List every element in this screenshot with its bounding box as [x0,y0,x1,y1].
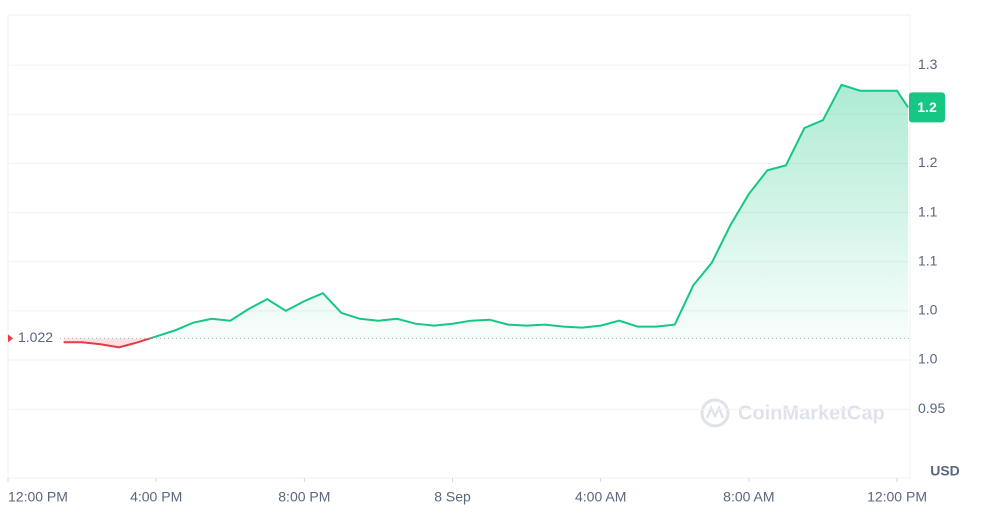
y-tick-label: 0.95 [918,400,945,416]
x-tick-label: 12:00 PM [867,489,927,505]
y-tick-label: 1.1 [918,203,938,219]
baseline-label-bg [14,328,58,349]
y-tick-label: 1.3 [918,56,938,72]
x-tick-label: 4:00 PM [130,489,182,505]
y-tick-label: 1.2 [918,154,938,170]
price-area [149,84,909,339]
baseline-label: 1.022 [18,329,53,345]
last-price-label: 1.2 [917,99,937,115]
x-tick-label: 4:00 AM [575,489,626,505]
x-tick-label: 8:00 AM [723,489,774,505]
watermark-text: CoinMarketCap [738,402,885,424]
price-line [146,83,909,339]
x-tick-label: 8 Sep [434,489,471,505]
plot-frame [7,14,911,479]
y-tick-label: 1.1 [918,252,938,268]
x-tick-label: 8:00 PM [278,489,330,505]
baseline-marker [8,334,13,343]
last-price-badge [909,92,945,123]
y-unit: USD [930,463,960,479]
y-tick-label: 1.0 [918,351,938,367]
y-tick-label: 1.0 [918,302,938,318]
watermark: CoinMarketCap [700,398,885,428]
x-tick-label: 12:00 PM [8,489,68,505]
